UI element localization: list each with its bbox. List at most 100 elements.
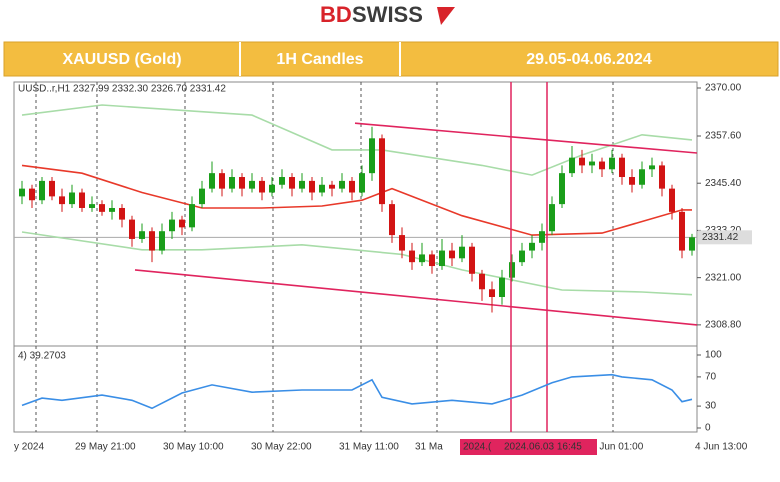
x-tick-label: 4 Jun 13:00 (695, 442, 748, 453)
line (21, 231, 693, 296)
y-tick-label: 2357.60 (705, 131, 742, 142)
y-tick-label: 0 (705, 423, 711, 434)
candle-body (99, 204, 105, 212)
plot-frame (13, 81, 698, 433)
candle-body (89, 204, 95, 208)
candle-body (499, 277, 505, 298)
candle-body (129, 219, 135, 239)
y-tick-label: 70 (705, 372, 717, 383)
logo: BD SWISS (320, 2, 455, 27)
candle-body (259, 180, 265, 193)
candle-body (439, 250, 445, 267)
candle-body (359, 173, 365, 193)
line (21, 164, 692, 236)
candle-body (79, 192, 85, 208)
candle-body (219, 173, 225, 189)
price-label: 2331.42 (702, 232, 739, 243)
candle-body (109, 207, 115, 212)
candle-body (149, 231, 155, 251)
candle-body (19, 188, 25, 197)
x-tick-label: 30 May 22:00 (251, 442, 312, 453)
candle-body (599, 161, 605, 170)
candle-body (49, 180, 55, 197)
candle-body (549, 204, 555, 232)
candle-body (669, 188, 675, 212)
candle-body (389, 204, 395, 236)
y-tick-label: 100 (705, 350, 722, 361)
candle-body (189, 204, 195, 228)
line (354, 122, 698, 154)
line (134, 269, 698, 326)
candle-body (689, 237, 695, 251)
info-text: UUSD..r,H1 2327.99 2332.30 2326.70 2331.… (18, 84, 226, 95)
candle-body (529, 242, 535, 251)
candle-body (609, 157, 615, 170)
line (21, 373, 693, 410)
logo-bd: BD (320, 2, 352, 27)
candle-body (289, 177, 295, 189)
candle-body (399, 235, 405, 251)
plot-layer: 2370.002357.602345.402333.202321.002308.… (14, 82, 752, 455)
candle-body (29, 188, 35, 201)
x-tick-label: 31 Ma (415, 442, 443, 453)
candle-body (539, 231, 545, 243)
x-tick-label: 31 May 11:00 (339, 442, 399, 453)
candle-body (69, 192, 75, 205)
y-tick-label: 30 (705, 401, 717, 412)
price-label-box (698, 230, 752, 245)
x-tick-label: 29 May 21:00 (75, 442, 136, 453)
candle-body (39, 180, 45, 201)
candle-body (379, 138, 385, 205)
rsi-title: 4) 39.2703 (18, 351, 66, 362)
candle-body (639, 169, 645, 185)
candle-body (199, 188, 205, 205)
header-bar (3, 41, 779, 77)
candle-body (329, 184, 335, 189)
candle-body (159, 231, 165, 251)
candle-body (489, 289, 495, 298)
header-cell: 1H Candles (276, 51, 363, 68)
candle-body (59, 196, 65, 205)
crosshair-label: 2024.06.03 16:45 (504, 442, 582, 453)
y-tick-label: 2321.00 (705, 272, 742, 283)
candle-body (519, 250, 525, 263)
candle-body (619, 157, 625, 178)
candle-body (479, 273, 485, 290)
y-tick-label: 2345.40 (705, 178, 742, 189)
candle-body (429, 254, 435, 267)
candle-body (449, 250, 455, 259)
y-tick-label: 2370.00 (705, 83, 742, 94)
candle-body (309, 180, 315, 193)
header-cell: 29.05-04.06.2024 (526, 51, 652, 68)
candle-body (279, 177, 285, 185)
candle-body (119, 207, 125, 220)
candle-body (369, 138, 375, 174)
candle-body (649, 165, 655, 170)
header-cell: XAUUSD (Gold) (62, 51, 181, 68)
candle-body (249, 180, 255, 189)
logo-swiss: SWISS (352, 2, 423, 27)
candle-body (569, 157, 575, 174)
candle-body (509, 262, 515, 278)
x-tick-label: 30 May 10:00 (163, 442, 224, 453)
logo-mark (437, 7, 455, 25)
candle-body (629, 177, 635, 185)
candle-body (179, 219, 185, 228)
candle-body (679, 211, 685, 251)
x-tick-label: y 2024 (14, 442, 44, 453)
candle-body (579, 157, 585, 166)
candle-body (409, 250, 415, 263)
candle-body (209, 173, 215, 189)
candle-body (319, 184, 325, 193)
candle-body (559, 173, 565, 205)
crosshair-label-box (460, 439, 597, 455)
candle-body (589, 161, 595, 166)
candle-body (229, 177, 235, 189)
candle-body (339, 180, 345, 189)
candle-body (139, 231, 145, 239)
candle-body (349, 180, 355, 193)
candle-body (269, 184, 275, 193)
candle-body (239, 177, 245, 189)
candle-body (419, 254, 425, 263)
candle-body (469, 246, 475, 274)
